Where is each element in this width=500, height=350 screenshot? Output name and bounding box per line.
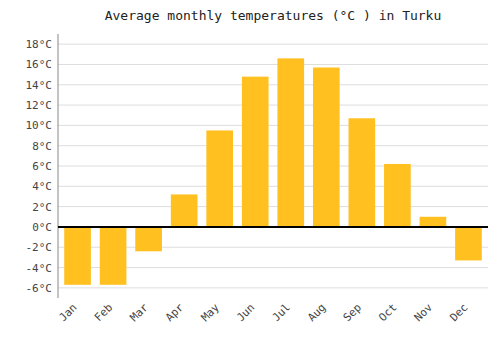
bar	[100, 227, 127, 285]
x-tick-label: Dec	[447, 301, 470, 324]
y-tick-label: 0°C	[32, 221, 52, 234]
x-tick-label: Jul	[270, 301, 293, 324]
bar	[277, 58, 304, 227]
grid-line	[58, 44, 488, 45]
x-tick-label: Oct	[376, 301, 399, 324]
y-tick-label: 18°C	[26, 38, 53, 51]
x-tick-label: Mar	[127, 301, 151, 325]
y-tick-label: 4°C	[32, 180, 52, 193]
y-tick-label: 14°C	[26, 79, 53, 92]
bar	[349, 118, 376, 227]
y-tick-label: -6°C	[26, 282, 53, 295]
y-tick-label: 10°C	[26, 119, 53, 132]
y-tick-label: 16°C	[26, 58, 53, 71]
grid-line	[58, 186, 488, 187]
y-tick-label: 8°C	[32, 140, 52, 153]
x-tick-label: Nov	[412, 301, 436, 325]
bar	[242, 77, 269, 227]
y-tick-label: -2°C	[26, 241, 53, 254]
grid-line	[58, 287, 488, 288]
y-tick-label: -4°C	[26, 262, 53, 275]
grid	[58, 44, 488, 288]
x-tick-label: Jun	[234, 301, 257, 324]
chart: Average monthly temperatures (°C ) in Tu…	[0, 0, 500, 350]
x-tick-label: Feb	[92, 301, 115, 324]
grid-line	[58, 84, 488, 85]
y-tick-label: 12°C	[26, 99, 53, 112]
grid-line	[58, 64, 488, 65]
bar	[384, 164, 411, 227]
x-tick-label: May	[199, 301, 223, 325]
title: Average monthly temperatures (°C ) in Tu…	[105, 8, 442, 23]
y-tick-label: 2°C	[32, 201, 52, 214]
x-tick-label: Aug	[305, 301, 328, 324]
grid-line	[58, 145, 488, 146]
grid-line	[58, 226, 488, 227]
x-tick-label: Apr	[163, 301, 187, 325]
bar	[313, 68, 340, 227]
grid-line	[58, 105, 488, 106]
y-axis	[58, 34, 59, 298]
bar	[455, 227, 482, 261]
grid-line	[58, 166, 488, 167]
bar	[64, 227, 91, 285]
chart-container: Average monthly temperatures (°C ) in Tu…	[0, 0, 500, 350]
zero-line	[58, 226, 488, 228]
bar	[420, 217, 447, 227]
grid-line	[58, 125, 488, 126]
bar	[171, 194, 198, 226]
bar	[135, 227, 162, 251]
x-tick-label: Sep	[341, 301, 364, 324]
bars	[64, 58, 482, 284]
y-tick-label: 6°C	[32, 160, 52, 173]
grid-line	[58, 206, 488, 207]
x-tick-label: Jan	[56, 301, 79, 324]
bar	[206, 130, 233, 226]
